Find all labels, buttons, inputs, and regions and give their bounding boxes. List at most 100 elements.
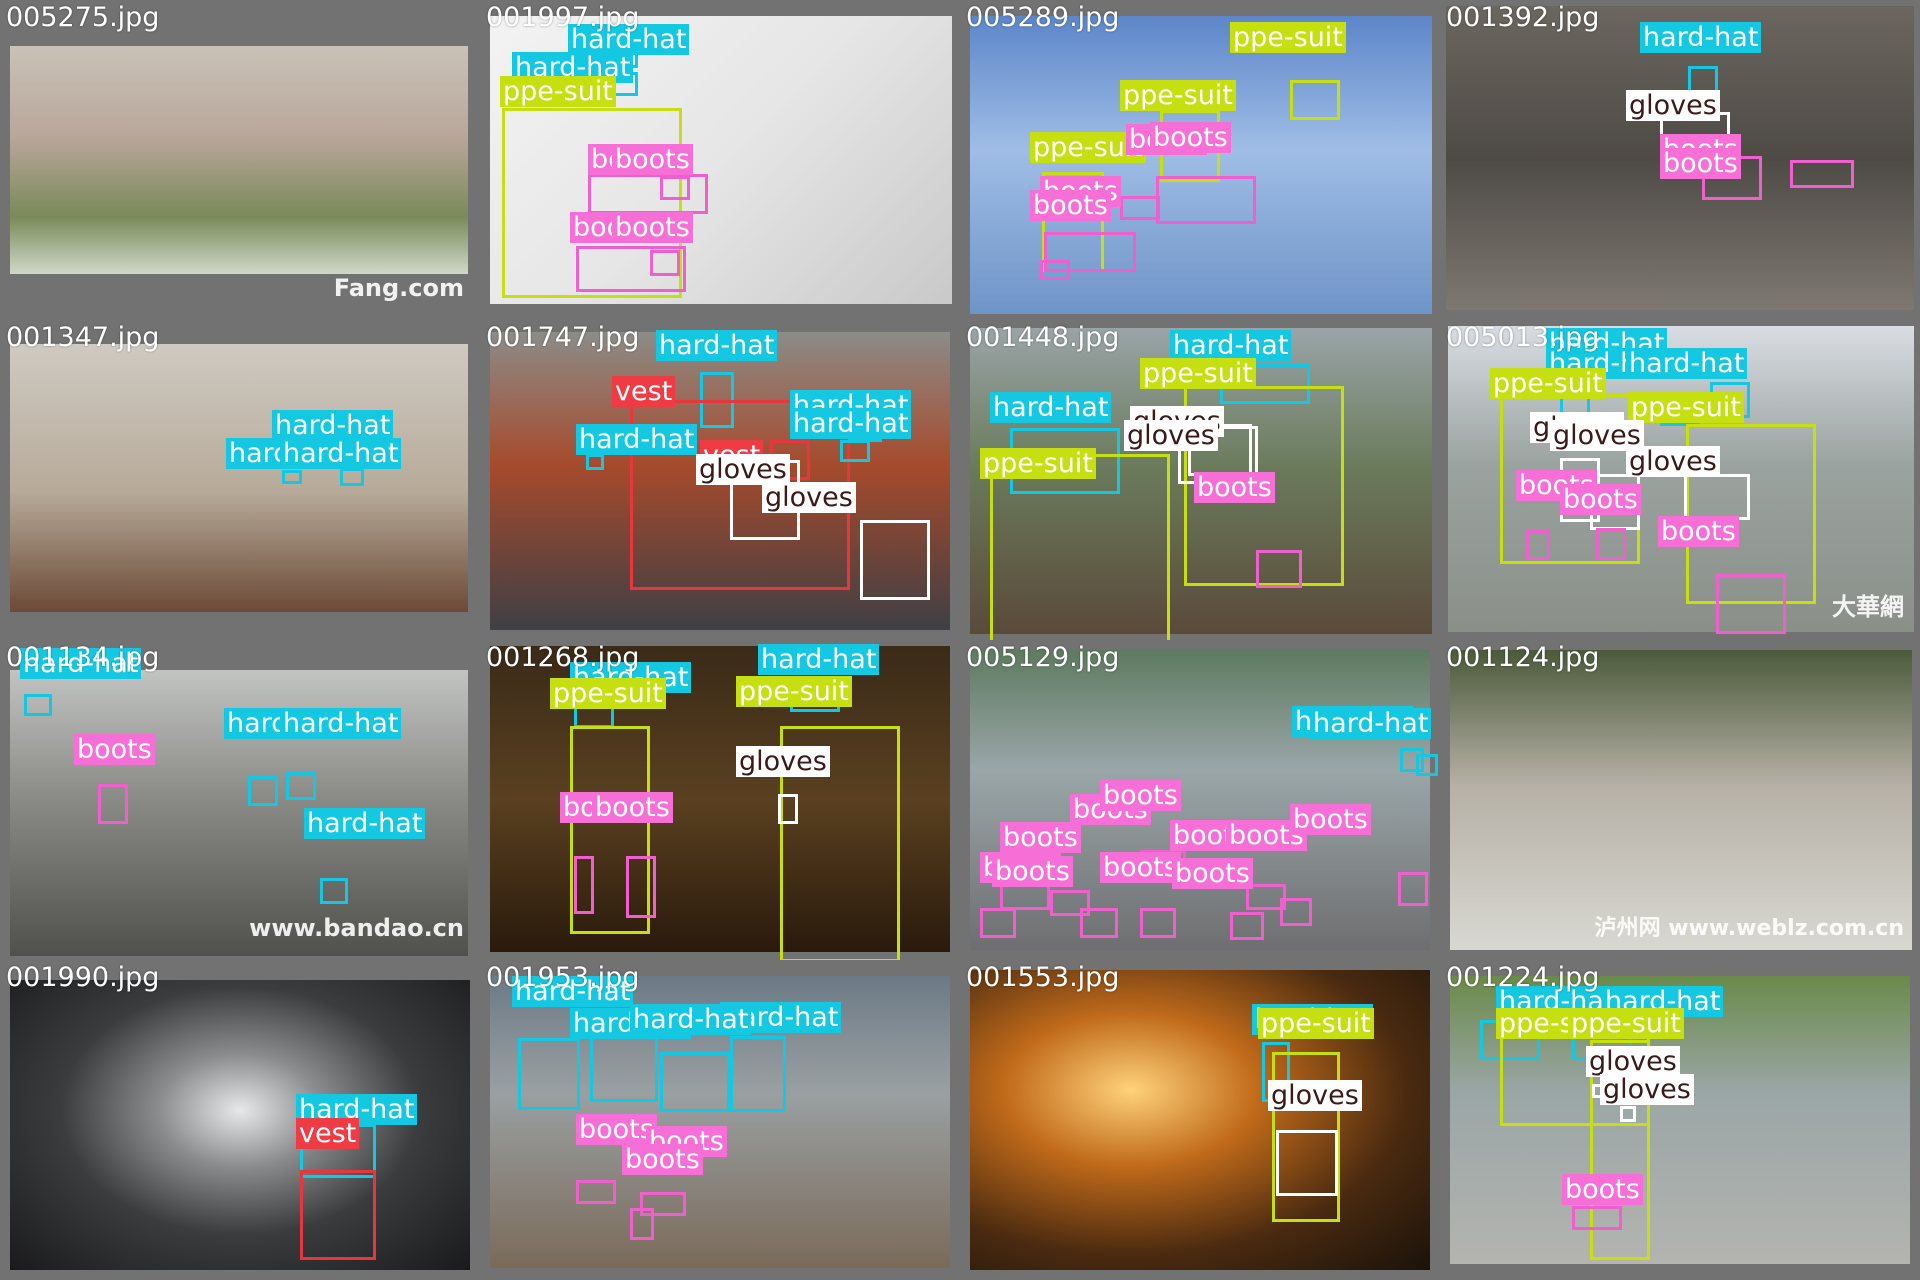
tile-photo bbox=[490, 976, 950, 1268]
tile-photo bbox=[10, 980, 470, 1270]
detection-label-gloves: gloves bbox=[1626, 446, 1720, 477]
mosaic-tile: 001448.jpg hard-hat hard-hat ppe-suit ppe-su… bbox=[960, 320, 1440, 640]
detection-label-gloves: gloves bbox=[1550, 420, 1644, 451]
detection-label-ppe-suit: ppe-suit bbox=[500, 76, 616, 107]
mosaic-tile: 泸州网 www.weblz.com.cn 001124.jpg bbox=[1440, 640, 1920, 960]
tile-filename: 001747.jpg bbox=[486, 322, 640, 353]
detection-label-boots: boots bbox=[1290, 804, 1371, 835]
detection-label-ppe-suit: ppe-suit bbox=[1490, 368, 1606, 399]
photo-watermark: Fang.com bbox=[333, 274, 464, 302]
detection-label-boots: boots bbox=[1100, 852, 1181, 883]
detection-box-ppe-suit bbox=[1590, 1040, 1650, 1260]
photo-watermark: 大華網 bbox=[1832, 593, 1904, 621]
detection-box-hard-hat bbox=[24, 694, 52, 716]
mosaic-tile: 大華網 005013.jpg hard-hat hard-hat hard-hat ppe… bbox=[1440, 320, 1920, 640]
detection-box-boots bbox=[576, 1180, 616, 1204]
detection-label-hard-hat: hard-hat bbox=[576, 424, 698, 455]
detection-box-hard-hat bbox=[660, 1052, 730, 1112]
photo-scene bbox=[970, 16, 1432, 314]
detection-box-boots bbox=[1572, 1206, 1622, 1230]
detection-label-hard-hat: hard-hat bbox=[1170, 330, 1292, 361]
tile-filename: 005129.jpg bbox=[966, 642, 1120, 673]
detection-box-boots bbox=[630, 1208, 654, 1240]
detection-label-gloves: gloves bbox=[696, 454, 790, 485]
detection-label-boots: boots bbox=[592, 792, 673, 823]
detection-label-ppe-suit: ppe-suit bbox=[980, 448, 1096, 479]
mosaic-tile: 001268.jpghard-hathard-hatppe-suitppe-su… bbox=[480, 640, 960, 960]
detection-box-gloves bbox=[1276, 1130, 1338, 1196]
photo-watermark: 泸州网 www.weblz.com.cn bbox=[1594, 916, 1904, 941]
detection-label-boots: boots bbox=[1226, 820, 1307, 851]
detection-label-hard-hat: hard-hat bbox=[790, 408, 912, 439]
detection-box-hard-hat bbox=[286, 772, 316, 800]
detection-box-ppe-suit bbox=[502, 108, 682, 298]
detection-box-gloves bbox=[778, 794, 798, 824]
detection-label-hard-hat: hard-hat bbox=[280, 708, 402, 739]
detection-box-boots bbox=[640, 1192, 686, 1216]
detection-label-gloves: gloves bbox=[736, 746, 830, 777]
detection-box-ppe-suit bbox=[1290, 80, 1340, 120]
detection-box-hard-hat bbox=[282, 470, 302, 484]
mosaic-tile: 001953.jpghard-hathard-hathard-hathard-h… bbox=[480, 960, 960, 1280]
mosaic-tile: 001224.jpg hard-hat hard-hat ppe-suit ppe-su… bbox=[1440, 960, 1920, 1280]
detection-box-hard-hat bbox=[730, 1036, 786, 1112]
detection-label-boots: boots bbox=[992, 856, 1073, 887]
detection-label-ppe-suit: ppe-suit bbox=[1258, 1008, 1374, 1039]
detection-label-boots: boots bbox=[612, 212, 693, 243]
tile-photo bbox=[1450, 650, 1912, 950]
detection-label-boots: boots bbox=[1660, 148, 1741, 179]
detection-box-hard-hat bbox=[340, 468, 364, 486]
tile-filename: 001953.jpg bbox=[486, 962, 640, 993]
photo-scene bbox=[10, 46, 468, 274]
detection-box-boots bbox=[626, 856, 656, 918]
detection-label-boots: boots bbox=[1100, 780, 1181, 811]
detection-label-boots: boots bbox=[1030, 190, 1111, 221]
detection-box-ppe-suit bbox=[1272, 1052, 1340, 1222]
mosaic-tile: 005129.jpghard-hathard-hatbootsbootsboot… bbox=[960, 640, 1440, 960]
mosaic-tile: Fang.com 005275.jpg bbox=[0, 0, 480, 320]
detection-label-ppe-suit: ppe-suit bbox=[1230, 22, 1346, 53]
detection-label-hard-hat: hard-hat bbox=[630, 1004, 752, 1035]
detection-box-boots bbox=[1230, 912, 1264, 940]
detection-label-ppe-suit: ppe-suit bbox=[1120, 80, 1236, 111]
detection-box-boots bbox=[1280, 898, 1312, 926]
detection-label-ppe-suit: ppe-suit bbox=[550, 678, 666, 709]
detection-label-gloves: gloves bbox=[762, 482, 856, 513]
tile-filename: 001392.jpg bbox=[1446, 2, 1600, 33]
tile-filename: 001134.jpg bbox=[6, 642, 160, 673]
photo-scene bbox=[1450, 650, 1912, 950]
detection-box-boots bbox=[98, 784, 128, 824]
mosaic-tile: 001997.jpg hard-hat hard-hat ppe-suit boots b… bbox=[480, 0, 960, 320]
detection-box-boots bbox=[1120, 196, 1160, 220]
detection-box-boots bbox=[1256, 550, 1302, 588]
detection-box-boots bbox=[980, 908, 1016, 938]
tile-photo bbox=[970, 650, 1430, 950]
detection-box-ppe-suit bbox=[990, 454, 1170, 640]
detection-box-gloves bbox=[1684, 474, 1750, 520]
detection-label-boots: boots bbox=[1000, 822, 1081, 853]
detection-box-boots bbox=[660, 176, 690, 200]
mosaic-tile: 001990.jpg hard-hat vest bbox=[0, 960, 480, 1280]
detection-box-gloves bbox=[860, 520, 930, 600]
photo-watermark: www.bandao.cn bbox=[249, 914, 464, 942]
detection-box-boots bbox=[1050, 890, 1090, 916]
detection-label-boots: boots bbox=[1194, 472, 1275, 503]
mosaic-tile: www.bandao.cn001134.jpghard-hathard-hath… bbox=[0, 640, 480, 960]
detection-box-hard-hat bbox=[518, 1038, 580, 1110]
detection-box-ppe-suit bbox=[1184, 386, 1344, 586]
detection-label-boots: boots bbox=[622, 1144, 703, 1175]
detection-label-hard-hat: hard-hat bbox=[1626, 348, 1748, 379]
tile-filename: 001553.jpg bbox=[966, 962, 1120, 993]
detection-box-boots bbox=[1080, 908, 1118, 938]
detection-box-boots bbox=[1156, 176, 1256, 224]
detection-box-boots bbox=[576, 246, 686, 292]
detection-label-hard-hat: hard-hat bbox=[272, 410, 394, 441]
detection-box-ppe-suit bbox=[780, 726, 900, 960]
detection-box-ppe-suit bbox=[570, 726, 650, 934]
detection-label-hard-hat: hard-hat bbox=[990, 392, 1112, 423]
detection-box-boots bbox=[1790, 160, 1854, 188]
detection-box-boots bbox=[1596, 528, 1626, 560]
tile-photo bbox=[10, 46, 468, 274]
